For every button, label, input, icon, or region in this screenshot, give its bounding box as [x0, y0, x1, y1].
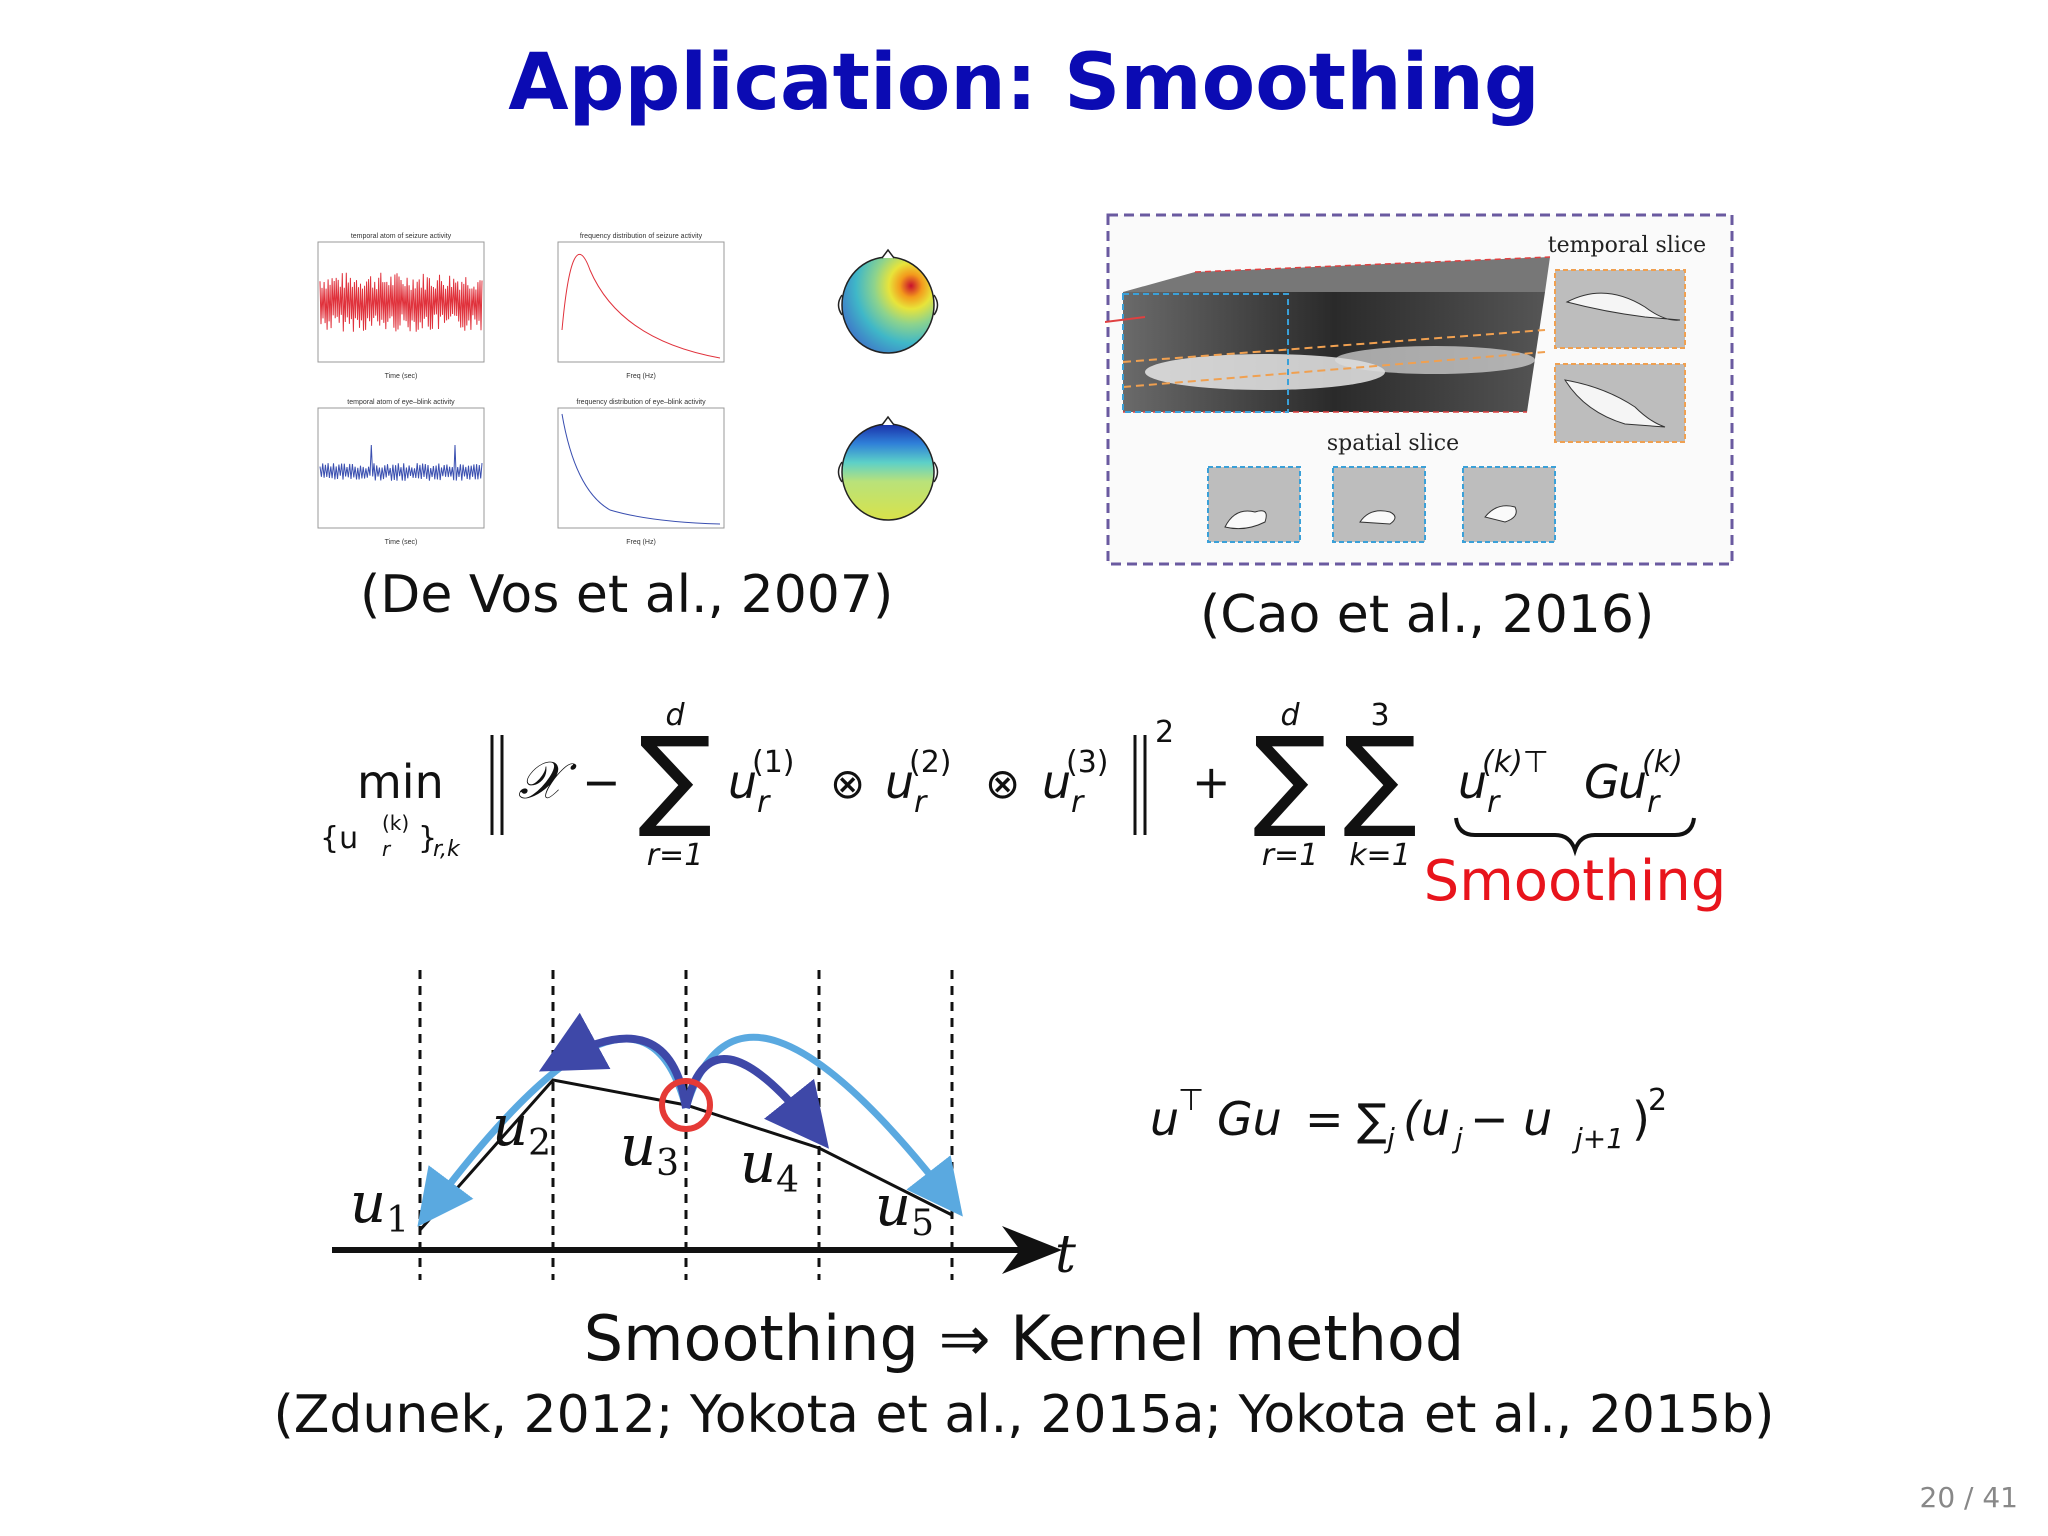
- spatial-slices: [1207, 466, 1556, 543]
- tensor-X: 𝒳: [518, 751, 577, 811]
- u-factor-3: u: [1042, 755, 1071, 809]
- underbrace: [1454, 817, 1696, 857]
- smoothing-diagram: t u1 u2 u3 u4 u5: [332, 970, 1076, 1285]
- plus-sign: +: [1192, 755, 1231, 809]
- eyeblink-signal-line: [319, 444, 483, 481]
- plot-title: frequency distribution of seizure activi…: [580, 233, 703, 240]
- min-sub-open: {u: [320, 821, 358, 856]
- reg-u-right-sup: (k): [1642, 745, 1683, 780]
- u1-label: u1: [350, 1171, 409, 1241]
- smoothing-word: Smoothing: [583, 1302, 919, 1375]
- sum3-upper: 3: [1370, 698, 1389, 733]
- u3-sub: r: [1071, 785, 1085, 820]
- u3-sup: (3): [1066, 745, 1109, 780]
- reg-u-left: u: [1458, 755, 1487, 809]
- sum3-lower: k=1: [1349, 838, 1411, 873]
- video-citation: (Cao et al., 2016): [1200, 585, 1655, 645]
- u-factor-1: u: [728, 755, 757, 809]
- quadratic-form-formula: u ⊤ Gu = ∑ j (u j − u j+1 ) 2: [1150, 1083, 1667, 1155]
- arc-u3-to-u2: [538, 1012, 690, 1109]
- video-tensor-figure: temporal slice spatial slice: [1105, 213, 1734, 566]
- sum2-symbol: ∑: [1253, 713, 1327, 841]
- sum1-upper: d: [665, 698, 685, 733]
- seizure-temporal-plot: temporal atom of seizure activity Time (…: [317, 233, 485, 380]
- u3-label: u3: [620, 1114, 679, 1184]
- implies-arrow: ⇒: [938, 1302, 991, 1375]
- qf-equals: =: [1305, 1092, 1344, 1146]
- seizure-spectrum-line: [561, 253, 721, 359]
- reg-u-left-sup: (k)⊤: [1482, 745, 1549, 780]
- plot-title: temporal atom of seizure activity: [351, 233, 452, 240]
- eyeblink-temporal-plot: temporal atom of eye–blink activity Time…: [317, 399, 485, 546]
- seizure-topomap: [837, 248, 939, 354]
- qf-Gu: Gu: [1217, 1092, 1282, 1146]
- min-sub-sub: r: [382, 837, 392, 861]
- qf-close: ): [1632, 1092, 1650, 1146]
- qf-u: u: [1150, 1092, 1179, 1146]
- otimes-2: ⊗: [985, 759, 1020, 808]
- u1-sub: r: [757, 785, 771, 820]
- spatial-slice-label: spatial slice: [1327, 431, 1459, 456]
- eyeblink-spectrum-line: [561, 413, 721, 525]
- temporal-slice-label: temporal slice: [1548, 233, 1706, 258]
- qf-transpose: ⊤: [1178, 1083, 1204, 1118]
- plot-title: frequency distribution of eye–blink acti…: [576, 399, 706, 406]
- reg-G: G: [1584, 755, 1620, 809]
- qf-sum: ∑: [1357, 1095, 1387, 1146]
- focus-circle: [659, 1078, 713, 1132]
- plot-xlabel: Time (sec): [385, 539, 418, 546]
- sum2-upper: d: [1280, 698, 1300, 733]
- u4-label: u4: [740, 1131, 799, 1201]
- eyeblink-topomap: [837, 415, 939, 521]
- reg-u-left-sub: r: [1487, 785, 1501, 820]
- minus-sign: −: [582, 755, 621, 809]
- sum2-lower: r=1: [1262, 838, 1319, 873]
- qf-minus: − u: [1470, 1092, 1552, 1146]
- time-axis-label: t: [1055, 1225, 1076, 1285]
- seizure-frequency-plot: frequency distribution of seizure activi…: [557, 233, 725, 380]
- references-line: (Zdunek, 2012; Yokota et al., 2015a; Yok…: [273, 1385, 1775, 1445]
- qf-sub-j: j: [1451, 1122, 1463, 1155]
- min-sub-index: r,k: [433, 837, 461, 862]
- smoothing-label: Smoothing: [1424, 849, 1727, 914]
- eeg-figure: temporal atom of seizure activity Time (…: [317, 233, 939, 546]
- norm-square: 2: [1155, 715, 1174, 750]
- sum1-symbol: ∑: [638, 713, 712, 841]
- u2-sup: (2): [909, 745, 952, 780]
- u1-sup: (1): [752, 745, 795, 780]
- u-factor-2: u: [885, 755, 914, 809]
- u2-label: u2: [492, 1094, 551, 1164]
- plot-title: temporal atom of eye–blink activity: [347, 399, 455, 406]
- plot-xlabel: Freq (Hz): [626, 539, 656, 546]
- u2-sub: r: [914, 785, 928, 820]
- kernel-method-line: Smoothing ⇒ Kernel method: [0, 1302, 2048, 1375]
- kernel-method-word: Kernel method: [1010, 1302, 1465, 1375]
- optimization-formula: min {u (k) r } r,k 𝒳 − d ∑ r=1 u (1) r ⊗…: [320, 698, 1727, 914]
- min-operator: min: [357, 755, 444, 809]
- min-sub-close: }: [418, 821, 437, 856]
- plot-xlabel: Freq (Hz): [626, 373, 656, 380]
- slide-title: Application: Smoothing: [508, 38, 1540, 128]
- page-number: 20 / 41: [1919, 1481, 2019, 1514]
- min-sub-sup: (k): [382, 811, 409, 835]
- seizure-signal-line: [319, 272, 483, 332]
- sum3-symbol: ∑: [1343, 713, 1417, 841]
- reg-u-right-sub: r: [1647, 785, 1661, 820]
- reg-u-right: u: [1618, 755, 1647, 809]
- sum1-lower: r=1: [647, 838, 704, 873]
- plot-xlabel: Time (sec): [385, 373, 418, 380]
- qf-sub-j1: j+1: [1571, 1122, 1624, 1155]
- qf-open: (u: [1403, 1092, 1450, 1146]
- video-tensor-block: [1105, 256, 1551, 413]
- otimes-1: ⊗: [830, 759, 865, 808]
- qf-power: 2: [1648, 1083, 1667, 1118]
- u5-label: u5: [875, 1174, 934, 1244]
- eyeblink-frequency-plot: frequency distribution of eye–blink acti…: [557, 399, 725, 546]
- eeg-citation: (De Vos et al., 2007): [360, 565, 894, 625]
